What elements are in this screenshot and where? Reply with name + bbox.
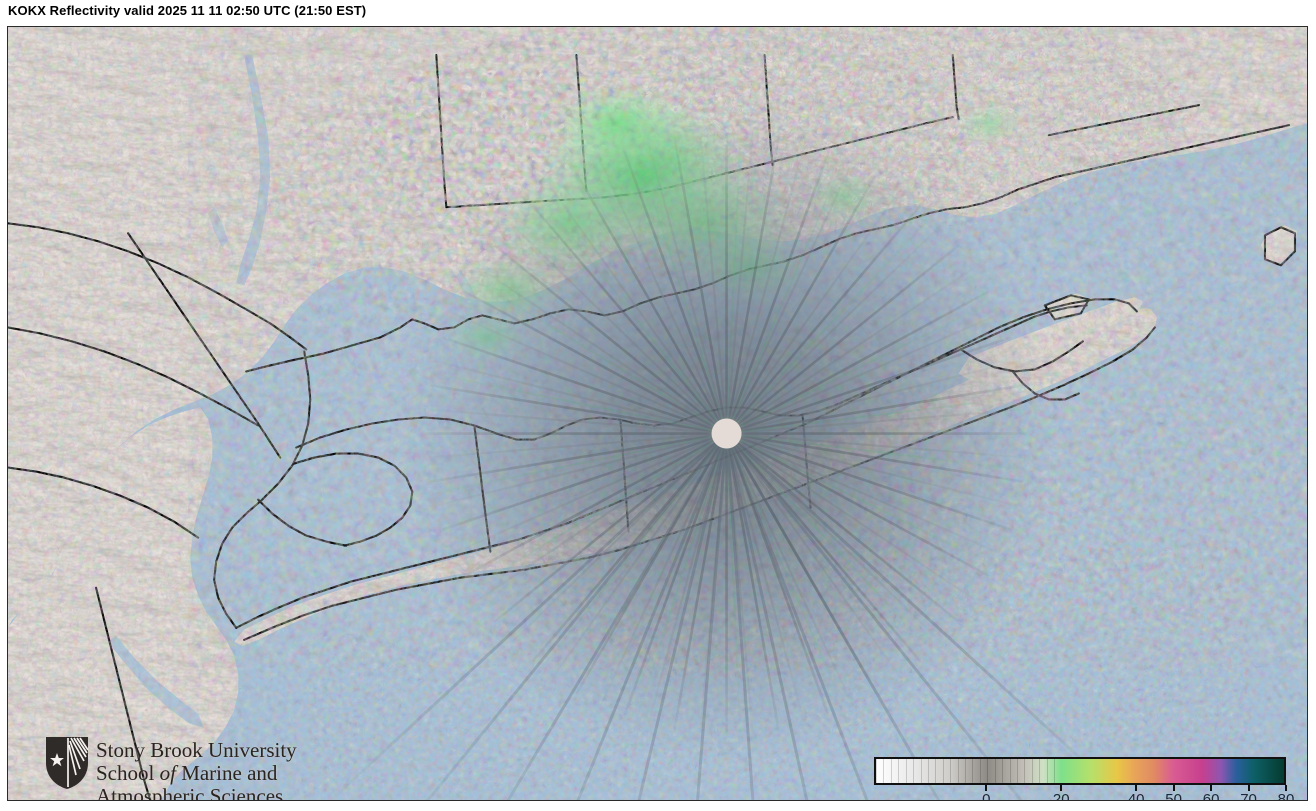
page-title: KOKX Reflectivity valid 2025 11 11 02:50… — [8, 3, 367, 18]
colorbar-tick-label: 20 — [1052, 791, 1070, 800]
colorbar-tick — [985, 785, 988, 791]
logo-line-1: Stony Brook University — [96, 738, 297, 762]
colorbar-tick-label: 40 — [1127, 791, 1145, 800]
colorbar-tick-label: 50 — [1165, 791, 1182, 800]
colorbar-tick-label: 0 — [982, 791, 991, 800]
colorbar[interactable]: 0 20 40 50 60 70 80 — [874, 757, 1294, 800]
institution-logo: Stony Brook University School of Marine … — [44, 733, 314, 800]
colorbar-tick-label: 60 — [1202, 791, 1220, 800]
colorbar-gradient — [876, 759, 1284, 783]
colorbar-tick — [1210, 785, 1213, 791]
colorbar-bar[interactable] — [874, 757, 1286, 785]
colorbar-tick — [1135, 785, 1138, 791]
colorbar-ticks — [874, 785, 1287, 791]
map-frame[interactable]: 0 20 40 50 60 70 80 Stony Brook University — [7, 26, 1308, 801]
radar-reflectivity-layer — [8, 27, 1307, 800]
shield-star-icon — [46, 737, 89, 789]
logo-line-2: School of Marine and — [96, 761, 278, 785]
colorbar-tick-labels: 0 20 40 50 60 70 80 — [874, 791, 1294, 800]
cone-of-silence — [711, 418, 742, 449]
colorbar-tick — [1172, 785, 1175, 791]
colorbar-tick-label: 80 — [1277, 791, 1295, 800]
colorbar-tick — [1060, 785, 1063, 791]
colorbar-tick — [1247, 785, 1250, 791]
logo-line-3: Atmospheric Sciences — [96, 784, 284, 801]
logo-text: Stony Brook University School of Marine … — [96, 738, 297, 801]
colorbar-tick — [1285, 785, 1287, 791]
colorbar-tick-label: 70 — [1240, 791, 1257, 800]
map-canvas[interactable]: 0 20 40 50 60 70 80 Stony Brook University — [8, 27, 1307, 800]
